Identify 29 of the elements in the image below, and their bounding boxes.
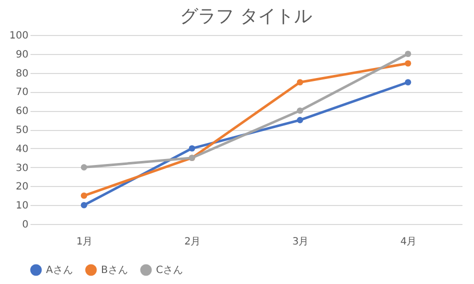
point: [404, 50, 412, 58]
point: [296, 79, 304, 86]
y-tick-label: 70: [16, 87, 28, 98]
legend-label: Aさん: [46, 265, 73, 276]
y-tick-label: 50: [16, 125, 28, 136]
point: [296, 116, 304, 124]
point: [80, 192, 88, 199]
legend-label: Bさん: [101, 265, 128, 276]
point: [80, 202, 88, 208]
point: [80, 164, 88, 170]
y-tick-label: 60: [16, 106, 28, 118]
y-tick-label: 30: [16, 162, 28, 174]
legend-label: Cさん: [156, 265, 183, 276]
y-tick-label: 100: [9, 30, 28, 42]
x-tick-label: 1月: [76, 236, 93, 248]
x-tick-label: 2月: [184, 236, 201, 248]
point: [404, 60, 412, 67]
y-tick-label: 80: [16, 68, 28, 80]
point: [404, 79, 412, 86]
chart-title: グラフ タイトル: [180, 6, 312, 27]
y-tick-label: 20: [16, 182, 28, 193]
x-tick-label: 4月: [400, 236, 417, 248]
point: [296, 107, 304, 114]
y-tick-label: 40: [16, 144, 28, 155]
x-tick-label: 3月: [292, 236, 309, 248]
y-tick-label: 10: [16, 200, 28, 212]
y-tick-label: 90: [16, 49, 28, 60]
point: [188, 145, 196, 152]
y-tick-label: 0: [22, 220, 28, 230]
